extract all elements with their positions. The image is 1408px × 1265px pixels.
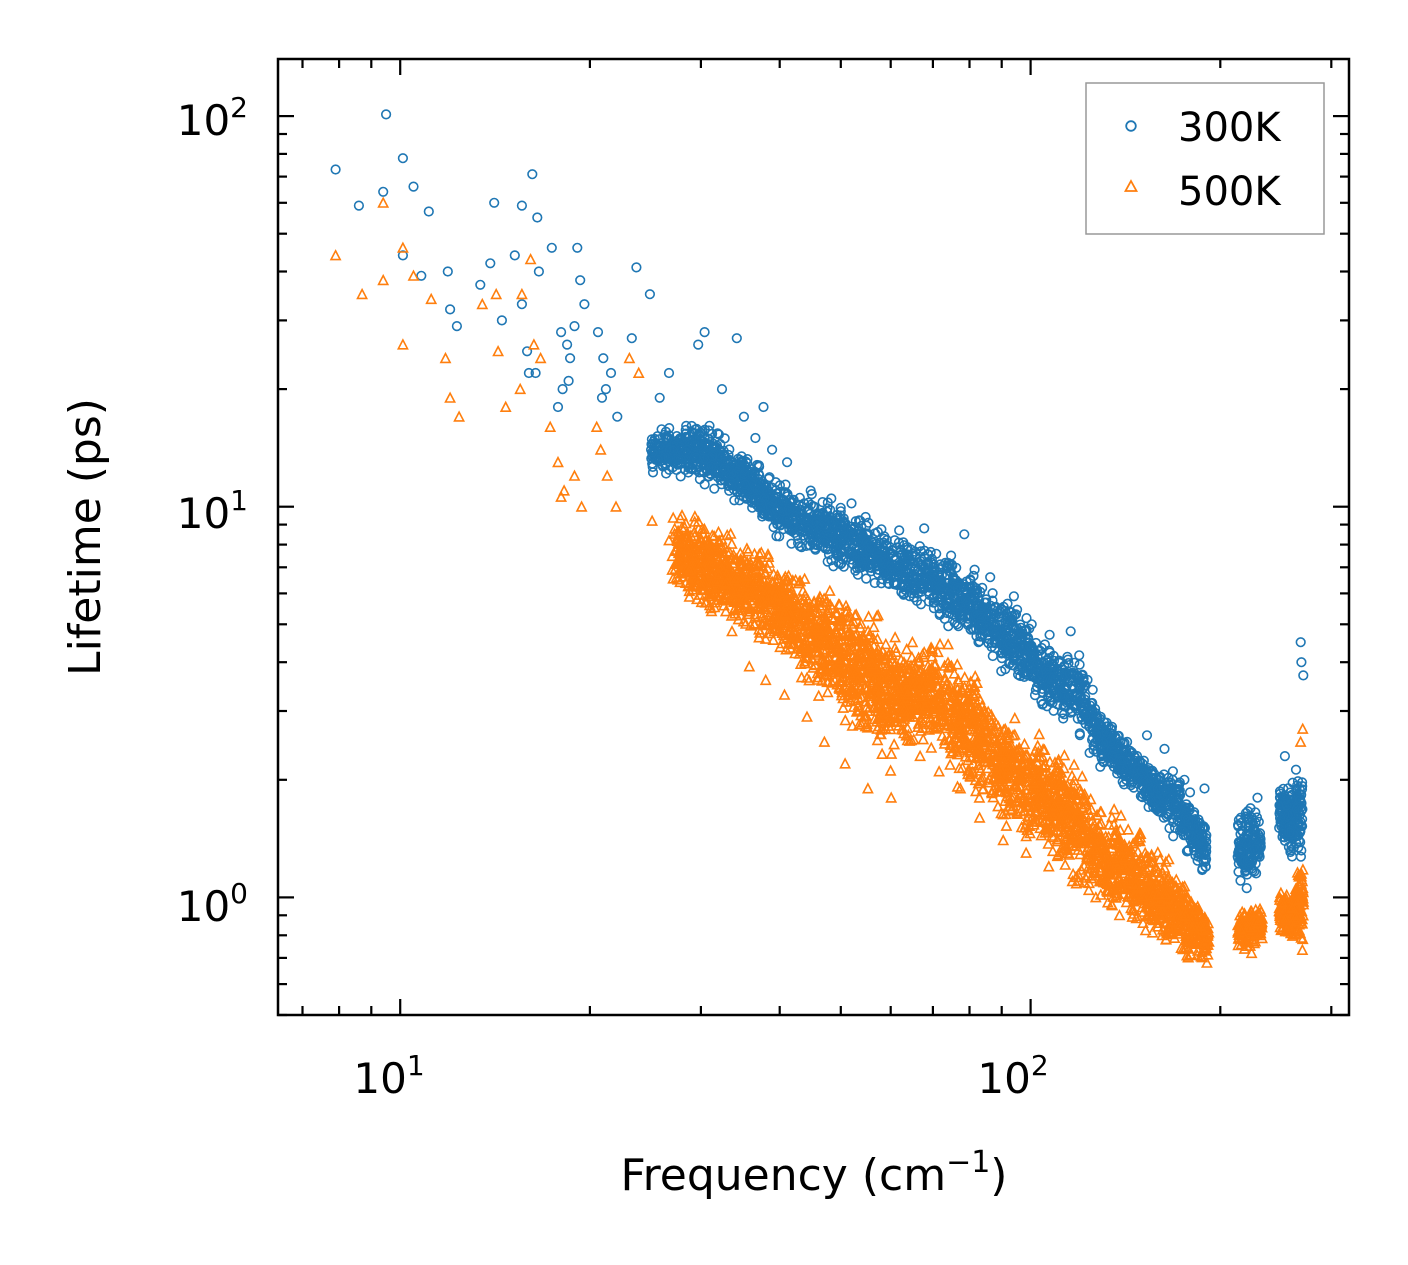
data-point-300k (940, 600, 951, 611)
data-point-300k (1165, 777, 1176, 788)
data-point-300k (928, 602, 940, 614)
data-point-300k (1011, 604, 1023, 615)
data-point-300k (869, 577, 880, 589)
data-point-300k (709, 483, 720, 494)
data-point-300k (981, 594, 992, 605)
data-point-300k (1021, 612, 1032, 624)
data-point-300k (1025, 670, 1037, 682)
data-point-300k (719, 433, 730, 444)
data-point-300k (780, 479, 791, 490)
data-point-300k (991, 638, 1002, 649)
data-point-300k (689, 424, 701, 435)
data-point-300k (1199, 848, 1210, 859)
data-layer (329, 109, 1310, 968)
data-point-300k (803, 497, 814, 508)
data-point-300k (1168, 831, 1179, 842)
data-point-300k (876, 578, 887, 589)
data-point-300k (861, 573, 872, 584)
data-point-300k (1062, 651, 1073, 663)
data-point-300k (991, 624, 1002, 635)
data-point-300k (893, 537, 905, 548)
data-point-300k (1074, 659, 1085, 670)
data-point-300k (794, 540, 806, 552)
data-point-300k (1058, 713, 1069, 724)
data-point-300k (1012, 669, 1024, 680)
data-point-300k (703, 425, 714, 436)
data-point-300k (1135, 783, 1147, 794)
series-300k (330, 109, 1309, 894)
data-point-300k (925, 546, 936, 558)
data-point-300k (771, 531, 782, 542)
data-point-300k (712, 428, 723, 439)
data-point-300k (764, 472, 775, 483)
data-point-300k (1184, 787, 1196, 798)
data-point-300k (987, 588, 998, 599)
